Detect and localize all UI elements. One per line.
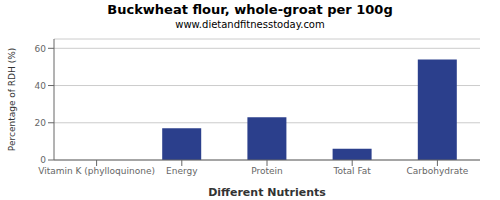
- svg-text:60: 60: [35, 44, 47, 54]
- svg-text:Total Fat: Total Fat: [333, 166, 372, 176]
- svg-text:20: 20: [35, 118, 47, 128]
- svg-text:Vitamin K (phylloquinone): Vitamin K (phylloquinone): [38, 166, 155, 176]
- svg-text:0: 0: [40, 155, 46, 165]
- svg-text:Protein: Protein: [251, 166, 283, 176]
- html-text:www.dietandfitnesstoday.com: www.dietandfitnesstoday.com: [175, 19, 325, 30]
- html-text:Buckwheat flour, whole-groat p: Buckwheat flour, whole-groat per 100g: [107, 2, 393, 17]
- svg-text:Percentage of RDH (%): Percentage of RDH (%): [8, 48, 17, 151]
- svg-text:Carbohydrate: Carbohydrate: [407, 166, 469, 176]
- svg-text:Energy: Energy: [166, 166, 198, 176]
- svg-text:40: 40: [35, 81, 47, 91]
- svg-text:Different Nutrients: Different Nutrients: [208, 186, 326, 198]
